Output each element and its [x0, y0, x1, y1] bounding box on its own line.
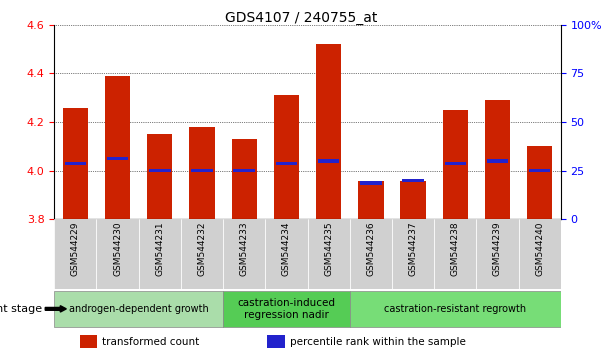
- Bar: [318, 160, 339, 162]
- Text: castration-induced
regression nadir: castration-induced regression nadir: [238, 298, 335, 320]
- Text: GSM544238: GSM544238: [451, 222, 459, 276]
- Bar: [487, 160, 508, 162]
- Text: GDS4107 / 240755_at: GDS4107 / 240755_at: [226, 11, 377, 25]
- Text: GSM544230: GSM544230: [113, 222, 122, 276]
- Bar: [402, 179, 424, 182]
- Bar: [360, 181, 382, 184]
- Text: GSM544234: GSM544234: [282, 222, 291, 276]
- Bar: [149, 169, 171, 172]
- Bar: [139, 219, 181, 289]
- Bar: [54, 219, 96, 289]
- Text: GSM544233: GSM544233: [240, 222, 248, 276]
- Bar: [444, 162, 466, 165]
- Bar: [443, 110, 468, 219]
- Bar: [223, 291, 350, 327]
- Bar: [65, 162, 86, 165]
- Bar: [274, 95, 299, 219]
- Bar: [476, 219, 519, 289]
- Bar: [105, 76, 130, 219]
- Bar: [147, 134, 172, 219]
- Bar: [96, 219, 139, 289]
- Bar: [434, 219, 476, 289]
- Bar: [527, 147, 552, 219]
- Bar: [80, 336, 97, 348]
- Text: GSM544240: GSM544240: [535, 222, 544, 276]
- Text: development stage: development stage: [0, 304, 42, 314]
- Bar: [350, 291, 561, 327]
- Text: androgen-dependent growth: androgen-dependent growth: [69, 304, 209, 314]
- Bar: [63, 108, 88, 219]
- Bar: [316, 44, 341, 219]
- Bar: [232, 139, 257, 219]
- Bar: [181, 219, 223, 289]
- Bar: [265, 219, 308, 289]
- Bar: [191, 169, 213, 172]
- Bar: [223, 219, 265, 289]
- Bar: [485, 100, 510, 219]
- Bar: [54, 291, 223, 327]
- Bar: [519, 219, 561, 289]
- Bar: [350, 219, 392, 289]
- Bar: [308, 219, 350, 289]
- Bar: [107, 157, 128, 160]
- Text: GSM544231: GSM544231: [156, 222, 164, 276]
- Text: castration-resistant regrowth: castration-resistant regrowth: [384, 304, 526, 314]
- Text: percentile rank within the sample: percentile rank within the sample: [290, 337, 466, 347]
- Bar: [267, 336, 285, 348]
- Text: GSM544232: GSM544232: [198, 222, 206, 276]
- Text: GSM544229: GSM544229: [71, 222, 80, 276]
- Text: GSM544237: GSM544237: [409, 222, 417, 276]
- Bar: [529, 169, 551, 172]
- Text: GSM544239: GSM544239: [493, 222, 502, 276]
- Bar: [189, 127, 215, 219]
- Bar: [358, 181, 384, 219]
- Bar: [400, 181, 426, 219]
- Text: GSM544235: GSM544235: [324, 222, 333, 276]
- Bar: [233, 169, 255, 172]
- Text: GSM544236: GSM544236: [367, 222, 375, 276]
- Bar: [276, 162, 297, 165]
- Text: transformed count: transformed count: [103, 337, 200, 347]
- Bar: [392, 219, 434, 289]
